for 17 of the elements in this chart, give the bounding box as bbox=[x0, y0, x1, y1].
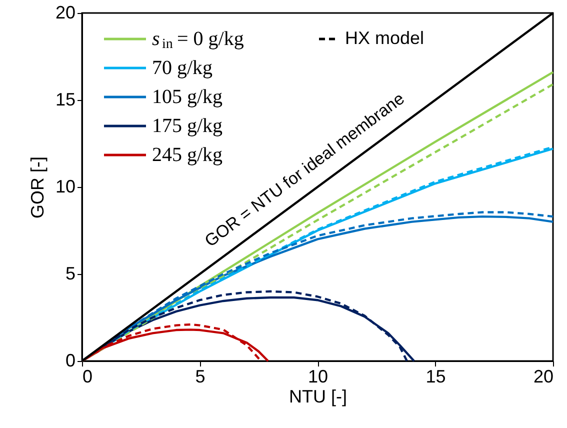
legend-label: 70 g/kg bbox=[152, 57, 213, 79]
legend-label: 175 g/kg bbox=[152, 115, 223, 137]
legend-label: 105 g/kg bbox=[152, 86, 223, 108]
x-tick-label: 10 bbox=[308, 366, 328, 386]
y-tick-label: 15 bbox=[55, 90, 76, 110]
x-tick-label: 15 bbox=[426, 366, 446, 386]
y-tick-label: 0 bbox=[65, 350, 76, 370]
y-tick-label: 10 bbox=[55, 176, 76, 196]
y-tick-label: 20 bbox=[55, 2, 76, 22]
x-axis-title: NTU [-] bbox=[289, 386, 347, 406]
x-tick-label: 20 bbox=[533, 366, 554, 386]
legend-label: 245 g/kg bbox=[152, 144, 223, 166]
legend-label: HX model bbox=[345, 28, 424, 48]
y-axis-title: GOR [-] bbox=[27, 156, 48, 218]
y-tick-label: 5 bbox=[65, 264, 76, 284]
x-tick-label: 5 bbox=[195, 366, 206, 386]
x-tick-label: 0 bbox=[82, 366, 93, 386]
